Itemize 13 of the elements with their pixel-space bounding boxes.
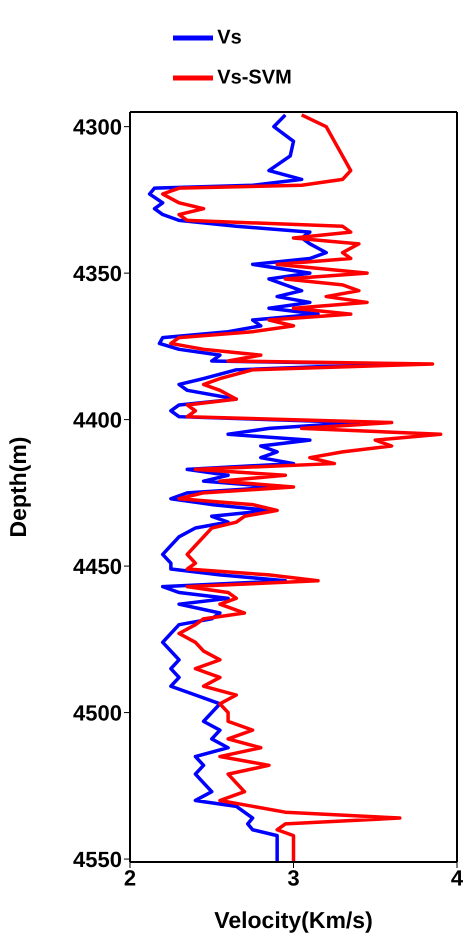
y-tick-label: 4550 [73, 846, 122, 872]
y-axis-title: Depth(m) [5, 436, 32, 538]
x-tick-label: 4 [450, 866, 464, 891]
legend-label: Vs [217, 26, 242, 48]
y-tick-label: 4350 [73, 260, 122, 286]
y-tick-label: 4500 [73, 700, 122, 726]
x-axis-title: Velocity(Km/s) [214, 907, 373, 933]
x-tick-label: 2 [124, 866, 136, 891]
y-tick-label: 4400 [73, 407, 122, 432]
y-tick-label: 4300 [73, 114, 122, 140]
legend-label: Vs-SVM [217, 66, 292, 88]
y-tick-label: 4450 [73, 554, 122, 579]
x-tick-label: 3 [287, 866, 300, 891]
